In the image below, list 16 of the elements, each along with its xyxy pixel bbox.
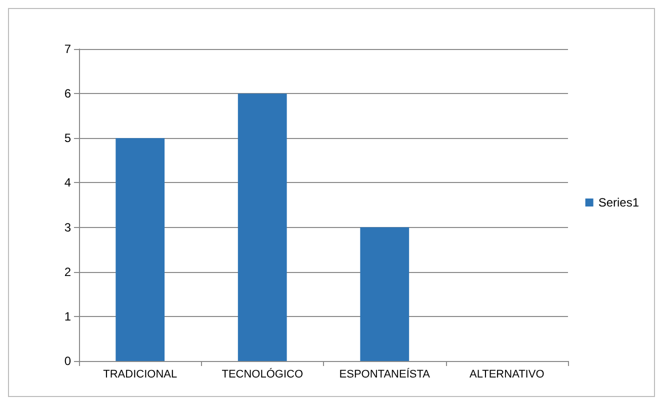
y-tick-label: 0 xyxy=(64,354,72,368)
y-tick-label: 4 xyxy=(64,176,72,190)
y-tick-label: 7 xyxy=(64,42,72,56)
x-tick-label: ESPONTANEÍSTA xyxy=(339,368,431,380)
bar xyxy=(238,94,287,361)
legend-label: Series1 xyxy=(598,196,640,210)
bar xyxy=(116,138,165,361)
y-tick-label: 2 xyxy=(64,264,72,279)
x-tick-label: ALTERNATIVO xyxy=(469,368,545,380)
x-tick-label: TRADICIONAL xyxy=(103,368,178,380)
y-tick-label: 5 xyxy=(64,131,72,146)
y-tick-label: 6 xyxy=(64,86,72,101)
bar xyxy=(360,227,410,361)
x-tick-label: TECNOLÓGICO xyxy=(222,368,304,380)
y-tick-label: 3 xyxy=(64,220,72,234)
y-tick-label: 1 xyxy=(64,309,72,324)
